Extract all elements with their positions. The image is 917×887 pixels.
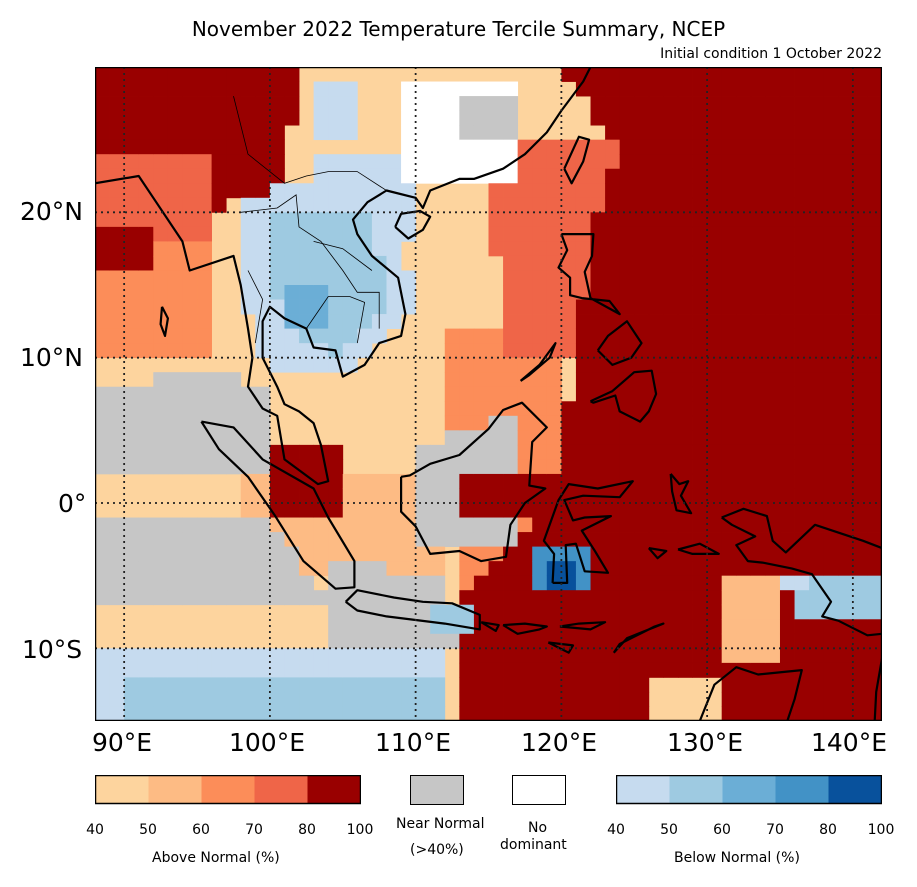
above-normal-colorbar [95,775,361,805]
lon-tick-90e: 90°E [92,728,153,757]
below-normal-label: Below Normal (%) [674,850,800,866]
lon-tick-140e: 140°E [811,728,888,757]
forecast-map [95,67,882,721]
near-normal-swatch [410,775,464,805]
near-normal-sublabel: (>40%) [410,842,464,858]
lon-tick-130e: 130°E [667,728,744,757]
map-subtitle: Initial condition 1 October 2022 [660,46,882,62]
lat-tick-20n: 20°N [20,197,84,226]
above-tick-100: 100 [346,822,374,838]
below-tick-50: 50 [660,822,678,838]
map-title: November 2022 Temperature Tercile Summar… [191,17,726,41]
above-tick-60: 60 [192,822,210,838]
lon-tick-120e: 120°E [521,728,598,757]
no-dominant-label: No [528,820,548,836]
below-tick-40: 40 [607,822,625,838]
above-tick-70: 70 [245,822,263,838]
below-tick-80: 80 [819,822,837,838]
lat-tick-10n: 10°N [20,343,84,372]
no-dominant-swatch [512,775,566,805]
above-normal-label: Above Normal (%) [152,850,280,866]
below-tick-60: 60 [713,822,731,838]
below-tick-70: 70 [766,822,784,838]
lon-tick-100e: 100°E [229,728,306,757]
tercile-grid [95,67,882,721]
no-dominant-sublabel: dominant [500,837,567,853]
below-tick-100: 100 [867,822,895,838]
map-border [95,67,882,721]
country-borders [233,96,387,344]
graticule [95,67,882,721]
below-normal-colorbar [616,775,882,805]
lat-tick-equator: 0° [58,489,87,518]
lon-tick-110e: 110°E [375,728,452,757]
above-tick-80: 80 [298,822,316,838]
above-tick-40: 40 [86,822,104,838]
near-normal-label: Near Normal [396,816,485,832]
lat-tick-10s: 10°S [22,635,83,664]
above-tick-50: 50 [139,822,157,838]
